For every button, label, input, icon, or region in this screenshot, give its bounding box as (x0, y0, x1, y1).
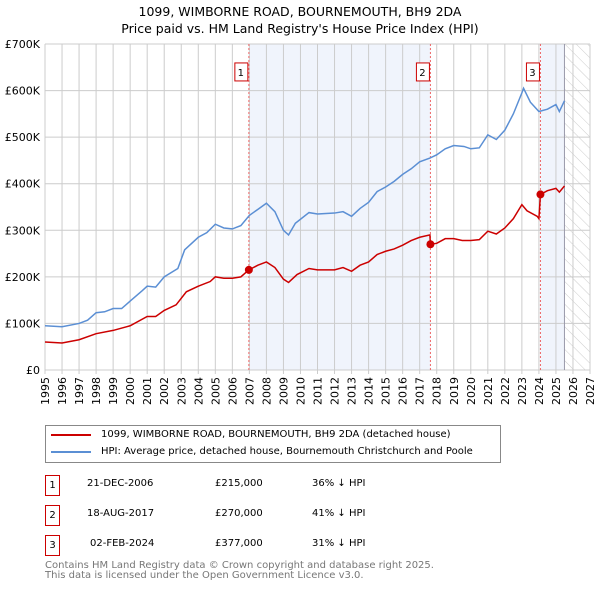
sale-hpi-diff: 41% ↓ HPI (312, 508, 366, 519)
x-tick-label: 2007 (243, 377, 256, 405)
legend: 1099, WIMBORNE ROAD, BOURNEMOUTH, BH9 2D… (45, 425, 501, 463)
x-tick-label: 2021 (482, 377, 495, 405)
y-tick-label: £700K (5, 38, 41, 51)
subtitle-line: Price paid vs. HM Land Registry's House … (121, 21, 479, 36)
x-tick-label: 2016 (397, 377, 410, 405)
x-tick-label: 2002 (158, 377, 171, 405)
sale-hpi-diff: 36% ↓ HPI (312, 478, 366, 489)
property-price-line (44, 185, 566, 344)
x-tick-label: 1999 (107, 377, 120, 405)
x-tick-label: 2012 (329, 377, 342, 405)
x-tick-label: 2014 (363, 377, 376, 405)
legend-label: 1099, WIMBORNE ROAD, BOURNEMOUTH, BH9 2D… (101, 429, 451, 440)
x-tick-label: 2009 (277, 377, 290, 405)
x-tick-label: 2010 (294, 377, 307, 405)
price-chart: 1995 1996 1997 1998 1999 2000 2001 2002 2003 2004… (5, 38, 597, 405)
x-tick-label: 1997 (73, 377, 86, 405)
x-tick-label: 2024 (533, 377, 546, 405)
y-tick-label: £300K (5, 224, 41, 237)
y-tick-label: £100K (5, 317, 41, 330)
x-tick-label: 2025 (550, 377, 563, 405)
sale-marker-badge: 3 (45, 535, 60, 556)
table-row: 1 21-DEC-2006 £215,000 36% ↓ HPI (45, 475, 445, 496)
y-tick-label: £400K (5, 178, 41, 191)
shaded-period-1 (248, 44, 431, 370)
sale-price: £377,000 (215, 538, 263, 549)
x-tick-label: 1998 (90, 377, 103, 405)
y-tick-label: £500K (5, 131, 41, 144)
sale-label-box (234, 62, 249, 82)
x-tick-label: 2022 (499, 377, 512, 405)
x-tick-label: 2027 (584, 377, 597, 405)
legend-item-property: 1099, WIMBORNE ROAD, BOURNEMOUTH, BH9 2D… (51, 429, 451, 440)
legend-label: HPI: Average price, detached house, Bour… (101, 446, 473, 457)
y-tick-label: £0 (26, 364, 40, 377)
x-tick-label: 2018 (431, 377, 444, 405)
sale-hpi-diff: 31% ↓ HPI (312, 538, 366, 549)
sale-marker-badge: 1 (45, 475, 60, 496)
sale-label-box (415, 62, 430, 82)
x-tick-label: 2011 (312, 377, 325, 405)
x-tick-label: 2008 (260, 377, 273, 405)
footer: Contains HM Land Registry data © Crown c… (45, 561, 434, 581)
footer-line: Contains HM Land Registry data © Crown c… (45, 560, 434, 571)
sale-point (536, 190, 545, 199)
x-tick-label: 2019 (448, 377, 461, 405)
x-tick-label: 2017 (414, 377, 427, 405)
table-row: 3 02-FEB-2024 £377,000 31% ↓ HPI (45, 535, 445, 556)
sale-price: £270,000 (215, 508, 263, 519)
sale-price: £215,000 (215, 478, 263, 489)
title-line: 1099, WIMBORNE ROAD, BOURNEMOUTH, BH9 2D… (138, 4, 462, 19)
x-tick-label: 2015 (380, 377, 393, 405)
sale-point (426, 240, 435, 249)
x-tick-label: 2006 (226, 377, 239, 405)
legend-item-hpi: HPI: Average price, detached house, Bour… (51, 446, 473, 457)
forecast-hatch (564, 44, 590, 370)
x-tick-label: 2001 (141, 377, 154, 405)
table-row: 2 18-AUG-2017 £270,000 41% ↓ HPI (45, 505, 445, 526)
sale-label: 3 (529, 68, 535, 79)
sale-label-box (525, 62, 540, 82)
sale-date: 18-AUG-2017 (87, 508, 155, 519)
hpi-line (44, 86, 566, 328)
chart-title: 1099, WIMBORNE ROAD, BOURNEMOUTH, BH9 2D… (0, 3, 600, 37)
x-tick-label: 1996 (56, 377, 69, 405)
x-tick-label: 2004 (192, 377, 205, 405)
y-tick-label: £200K (5, 271, 41, 284)
sale-label: 1 (238, 68, 244, 79)
footer-line: This data is licensed under the Open Gov… (45, 570, 364, 581)
y-tick-label: £600K (5, 85, 41, 98)
shaded-period-2 (540, 44, 565, 370)
x-tick-label: 2005 (209, 377, 222, 405)
sale-marker-badge: 2 (45, 505, 60, 526)
x-tick-label: 1995 (39, 377, 52, 405)
x-tick-label: 2013 (346, 377, 359, 405)
x-tick-label: 2020 (465, 377, 478, 405)
sale-point (244, 265, 253, 274)
sale-date: 02-FEB-2024 (90, 538, 155, 549)
sale-label: 2 (419, 68, 425, 79)
sale-date: 21-DEC-2006 (87, 478, 154, 489)
blue-line-swatch (51, 450, 91, 453)
red-line-swatch (51, 433, 91, 436)
x-tick-label: 2023 (516, 377, 529, 405)
x-tick-label: 2003 (175, 377, 188, 405)
x-tick-label: 2026 (567, 377, 580, 405)
x-tick-label: 2000 (124, 377, 137, 405)
